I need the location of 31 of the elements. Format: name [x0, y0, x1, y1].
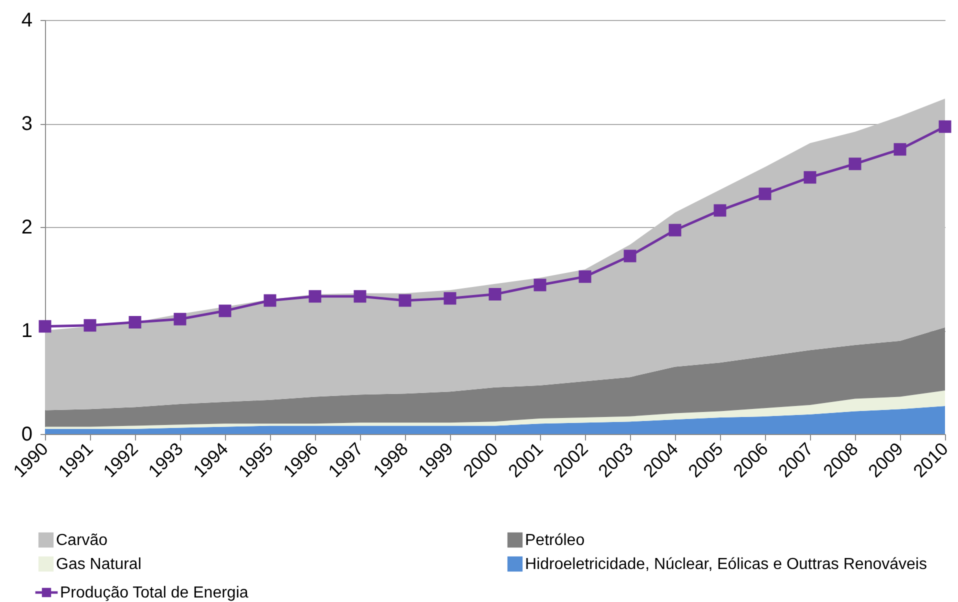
point [174, 312, 186, 326]
y-tick-label: 4 [21, 10, 32, 32]
point [128, 316, 142, 328]
y-tick-label: 3 [21, 113, 32, 135]
y-tick-label: 1 [21, 320, 32, 342]
legend-label: Produção Total de Energia [60, 584, 248, 602]
point [938, 120, 952, 133]
point [488, 288, 502, 301]
point [38, 320, 52, 333]
point [444, 292, 456, 305]
point [758, 188, 772, 200]
point [354, 290, 366, 303]
y-tick-label: 0 [21, 424, 32, 446]
legend-label: Gas Natural [56, 556, 142, 573]
point [668, 224, 682, 236]
point [398, 294, 412, 307]
point [218, 304, 232, 318]
point [894, 143, 906, 156]
point [714, 204, 726, 217]
legend-label: Carvão [56, 532, 108, 549]
point [84, 319, 96, 332]
y-tick-label: 2 [21, 216, 32, 238]
point [264, 294, 276, 307]
point [534, 278, 546, 292]
legend-label: Petróleo [525, 532, 585, 549]
legend-label: Hidroeletricidade, Núclear, Eólicas e Outtras Renováveis [525, 556, 927, 573]
point [624, 250, 636, 262]
point [848, 158, 862, 170]
point [804, 171, 816, 184]
point [578, 270, 592, 283]
point [308, 290, 322, 303]
